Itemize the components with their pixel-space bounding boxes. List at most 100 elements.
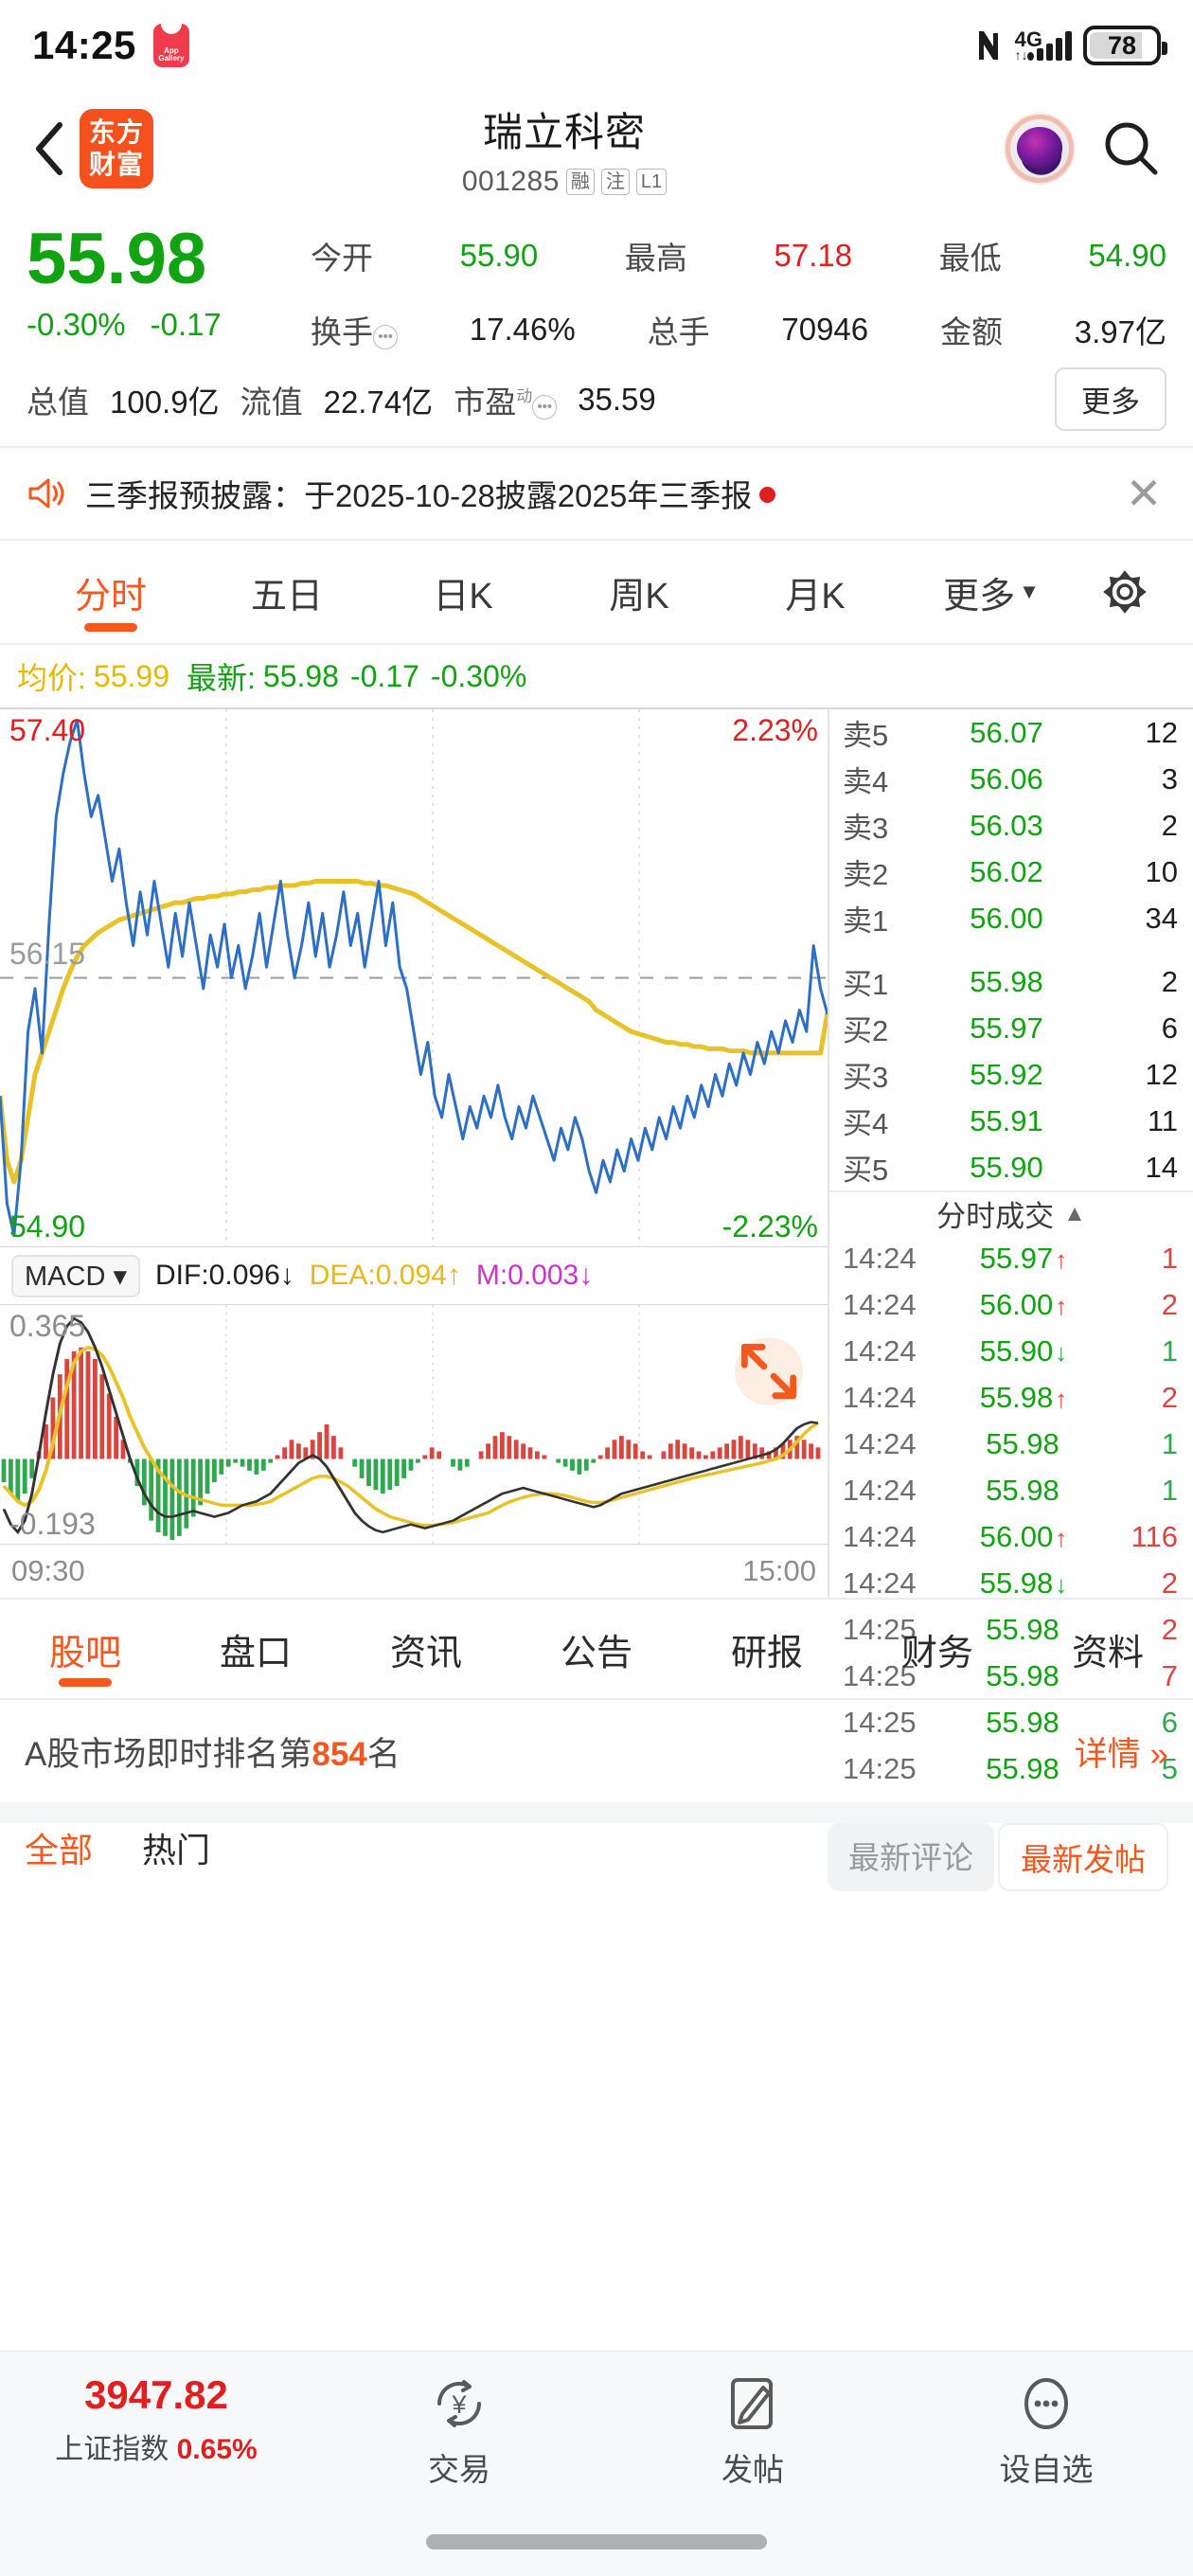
- chevron-up-icon: ▲: [1063, 1200, 1086, 1226]
- tick-volume: 6: [1161, 1705, 1178, 1739]
- orderbook-row[interactable]: 买2 55.97 6: [829, 1005, 1193, 1051]
- tab-guba[interactable]: 股吧: [0, 1600, 170, 1698]
- orderbook-row[interactable]: 买5 55.90 14: [829, 1144, 1193, 1190]
- orderbook-row[interactable]: 卖3 56.03 2: [829, 802, 1193, 849]
- volume-value: 70946: [781, 312, 869, 347]
- orderbook-level: 卖5: [843, 719, 889, 752]
- orderbook-row[interactable]: 卖1 56.00 34: [829, 895, 1193, 941]
- tick-row: 14:24 56.00↑ 116: [829, 1513, 1193, 1560]
- macd-chart-svg: [1, 1305, 821, 1544]
- tick-volume: 7: [1161, 1658, 1178, 1692]
- tab-financials[interactable]: 财务: [900, 1633, 973, 1673]
- status-icons: 4G ↑↓ 78: [973, 26, 1167, 65]
- tick-row: 14:24 55.98↑ 2: [829, 1374, 1193, 1421]
- volume-label: 总手: [647, 314, 710, 349]
- orderbook-level: 卖4: [843, 765, 889, 798]
- tick-volume: 116: [1131, 1519, 1178, 1553]
- tab-research[interactable]: 研报: [730, 1633, 803, 1673]
- expand-chart-button[interactable]: [735, 1337, 803, 1405]
- forum-pill-latest-post[interactable]: 最新发帖: [998, 1823, 1168, 1891]
- tick-row: 14:24 55.90↓ 1: [829, 1328, 1193, 1374]
- eastmoney-logo[interactable]: 东方 财富: [80, 109, 153, 188]
- time-start: 09:30: [11, 1554, 85, 1587]
- tick-direction-icon: ↑: [1055, 1291, 1068, 1320]
- pe-info-icon[interactable]: •••: [532, 394, 558, 420]
- nav-watchlist[interactable]: 设自选: [899, 2372, 1193, 2490]
- tick-price: 55.98: [986, 1426, 1059, 1460]
- macd-chart[interactable]: 0.365 -0.193: [0, 1304, 828, 1545]
- tick-time: 14:25: [843, 1705, 917, 1739]
- last-percent: -0.30%: [430, 658, 527, 693]
- orderbook-row[interactable]: 卖4 56.06 3: [829, 756, 1193, 802]
- chart-settings-button[interactable]: [1079, 541, 1170, 643]
- tab-more[interactable]: 更多 ▼: [943, 576, 1040, 617]
- m-arrow-icon: ↓: [579, 1260, 594, 1291]
- mktcap-label: 总值: [27, 384, 89, 420]
- tick-price: 56.00↑: [979, 1287, 1068, 1321]
- tab-news[interactable]: 资讯: [389, 1633, 462, 1673]
- orderbook-row[interactable]: 买4 55.91 11: [829, 1098, 1193, 1144]
- orderbook-row[interactable]: 卖2 56.02 10: [829, 849, 1193, 895]
- tick-price: 55.98: [986, 1751, 1059, 1785]
- orderbook-row[interactable]: 卖5 56.07 12: [829, 709, 1193, 756]
- assistant-avatar[interactable]: [1004, 113, 1076, 185]
- tab-announcements[interactable]: 公告: [560, 1633, 632, 1673]
- announcement-bar[interactable]: 三季报预披露：于2025-10-28披露2025年三季报 ✕: [0, 448, 1193, 541]
- tab-fenshi[interactable]: 分时: [23, 541, 199, 643]
- forum-tab-hot[interactable]: 热门: [142, 1831, 211, 1869]
- orderbook-price: 56.06: [970, 761, 1043, 796]
- turnover-info-icon[interactable]: •••: [373, 325, 398, 349]
- orderbook-level: 买2: [843, 1014, 889, 1047]
- battery-level: 78: [1107, 30, 1137, 60]
- quote-row-2: -0.30% -0.17 换手 ••• 17.46% 总手 70946 金额 3.…: [27, 297, 1166, 352]
- amount-value: 3.97亿: [1074, 314, 1166, 349]
- orderbook-volume: 2: [1161, 808, 1178, 842]
- more-dots-icon: [1024, 2378, 1068, 2429]
- orderbook-row[interactable]: 买1 55.98 2: [829, 958, 1193, 1005]
- search-icon[interactable]: [1098, 116, 1165, 182]
- tab-monthly-k[interactable]: 月K: [785, 576, 846, 617]
- nav-trade[interactable]: ¥ 交易: [312, 2372, 606, 2490]
- tag-registration: 注: [600, 168, 630, 195]
- indicator-selector[interactable]: MACD ▾: [11, 1254, 141, 1297]
- tick-direction-icon: ↑: [1055, 1523, 1068, 1552]
- tab-pankou[interactable]: 盘口: [219, 1633, 292, 1673]
- home-indicator[interactable]: [426, 2534, 767, 2549]
- forum-tab-all[interactable]: 全部: [25, 1831, 94, 1869]
- orderbook-row[interactable]: 买3 55.92 12: [829, 1051, 1193, 1098]
- market-rank-row[interactable]: A股市场即时排名第854名 详情 »: [0, 1700, 1193, 1802]
- speaker-icon: [28, 478, 64, 509]
- orderbook-volume: 12: [1145, 1057, 1178, 1091]
- tick-header[interactable]: 分时成交 ▲: [829, 1190, 1193, 1235]
- chart-column: 57.40 2.23% 56.15 54.90 -2.23% MACD ▾ DI…: [0, 707, 828, 1598]
- tick-time: 14:24: [843, 1426, 917, 1460]
- more-button[interactable]: 更多: [1055, 367, 1166, 431]
- tab-five-day[interactable]: 五日: [250, 576, 323, 617]
- tab-weekly-k[interactable]: 周K: [609, 576, 669, 617]
- close-icon[interactable]: ✕: [1125, 469, 1163, 518]
- macd-bottom-value: -0.193: [9, 1507, 96, 1541]
- edit-icon: [731, 2378, 773, 2429]
- tab-profile[interactable]: 资料: [1071, 1633, 1144, 1673]
- low-value: 54.90: [1088, 238, 1166, 273]
- tick-time: 14:24: [843, 1380, 917, 1414]
- logo-line2: 财富: [88, 150, 144, 179]
- unread-dot-icon: [759, 487, 776, 503]
- nfc-icon: [978, 31, 998, 60]
- index-widget[interactable]: 3947.82 上证指数 0.65%: [0, 2372, 312, 2467]
- status-bar: 14:25 App Gallery 4G ↑↓ 78: [0, 0, 1193, 91]
- orderbook-column: 卖5 56.07 12 卖4 56.06 3 卖3 56.03 2 卖2 56.02 10 卖1 56.0…: [828, 707, 1193, 1785]
- back-button[interactable]: [28, 120, 70, 177]
- nav-watchlist-label: 设自选: [999, 2452, 1094, 2487]
- app-header: 东方 财富 瑞立科密 001285 融 注 L1: [0, 91, 1193, 206]
- pe-label: 市盈动•••: [454, 377, 558, 422]
- intraday-price-chart[interactable]: 57.40 2.23% 56.15 54.90 -2.23%: [0, 709, 828, 1247]
- stock-name: 瑞立科密: [482, 109, 646, 154]
- index-name-row: 上证指数 0.65%: [55, 2434, 258, 2465]
- forum-pill-latest-comment[interactable]: 最新评论: [828, 1823, 994, 1891]
- tab-daily-k[interactable]: 日K: [433, 576, 493, 617]
- nav-post[interactable]: 发帖: [606, 2372, 899, 2490]
- quote-stats-mid: 换手 ••• 17.46% 总手 70946 金额 3.97亿: [311, 297, 1166, 352]
- orderbook-volume: 12: [1145, 715, 1178, 749]
- rank-detail-link[interactable]: 详情 »: [1074, 1735, 1168, 1773]
